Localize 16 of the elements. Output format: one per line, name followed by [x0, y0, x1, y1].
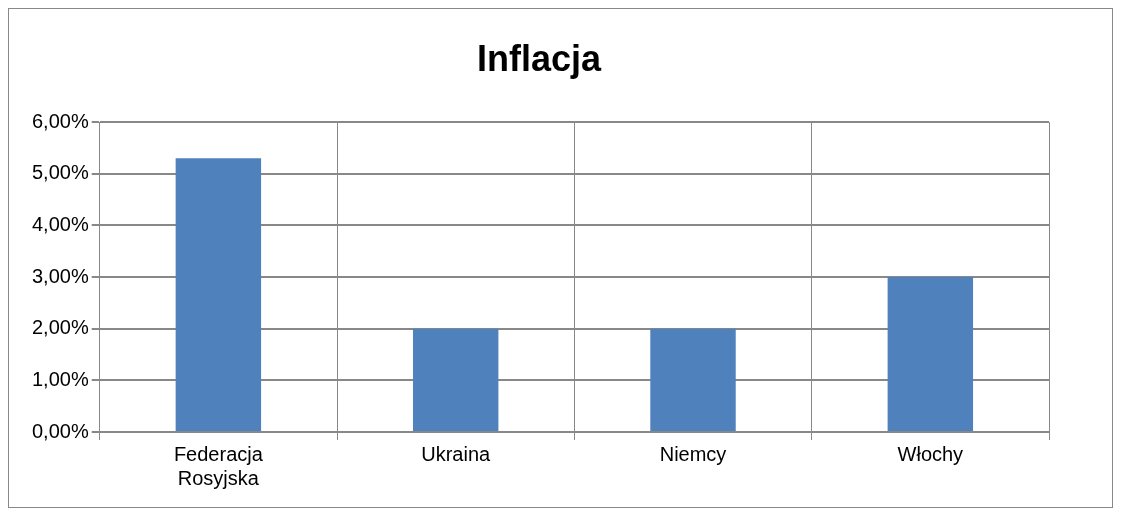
y-tick-label: 3,00%: [31, 264, 89, 287]
x-tick-label: Włochy: [897, 442, 964, 465]
x-tick-label: Niemcy: [659, 442, 727, 465]
bar: [650, 328, 736, 431]
y-tick-label: 2,00%: [31, 316, 89, 339]
x-tick-label: Federacja Rosyjska: [173, 442, 264, 489]
x-tick-label: Ukraina: [421, 442, 492, 465]
y-tick-label: 4,00%: [31, 212, 89, 235]
bar: [887, 277, 974, 431]
chart-title: Inflacja: [476, 37, 602, 79]
y-tick-label: 6,00%: [31, 109, 89, 132]
bar: [175, 158, 262, 431]
y-tick-label: 0,00%: [31, 419, 89, 442]
bar: [412, 328, 499, 431]
y-tick-label: 1,00%: [31, 367, 89, 390]
y-tick-label: 5,00%: [31, 161, 89, 184]
